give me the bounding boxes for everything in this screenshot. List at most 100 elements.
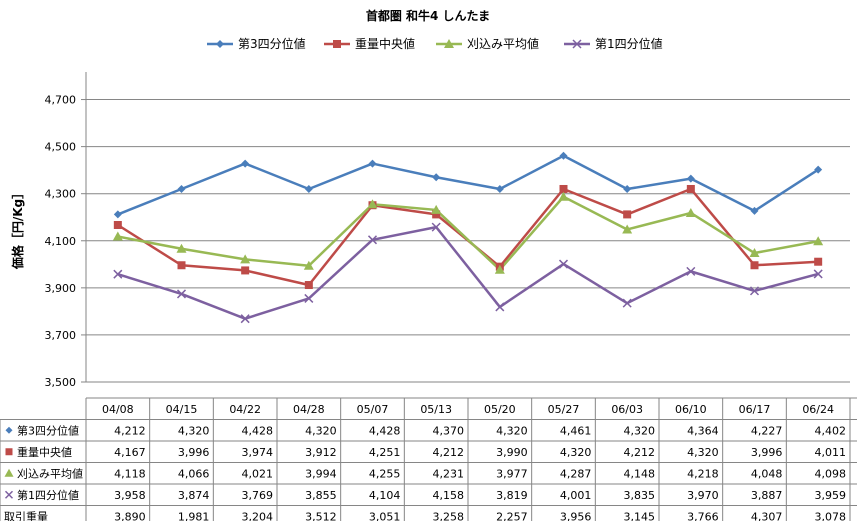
y-tick-label: 4,100	[45, 235, 77, 248]
table-cell: 3,996	[751, 446, 783, 459]
table-cell: 4,320	[305, 424, 337, 437]
data-point	[813, 269, 823, 279]
x-tick-label: 06/03	[611, 403, 643, 416]
table-cell: 3,258	[433, 510, 465, 521]
data-point	[685, 207, 696, 217]
table-cell: 4,212	[624, 446, 656, 459]
legend: 第3四分位値 重量中央値 刈込み平均値 第1四分位値	[207, 36, 663, 51]
table-cell: 4,320	[178, 424, 210, 437]
data-point	[113, 210, 122, 219]
data-point	[304, 293, 314, 303]
y-tick-label: 3,900	[45, 282, 77, 295]
legend-label: 第3四分位値	[238, 36, 306, 51]
table-cell: 4,167	[114, 446, 146, 459]
data-point	[622, 224, 633, 234]
table-cell: 4,428	[369, 424, 401, 437]
data-point	[177, 261, 186, 270]
table-cell: 3,769	[242, 489, 274, 502]
y-tick-label: 4,700	[45, 94, 77, 107]
table-cell: 4,428	[242, 424, 274, 437]
table-cell: 3,990	[496, 446, 528, 459]
legend-marker	[444, 39, 454, 48]
table-cell: 4,011	[815, 446, 847, 459]
data-point	[176, 243, 187, 253]
y-tick-label: 3,700	[45, 329, 77, 342]
table-cell: 4,231	[433, 467, 465, 480]
table-cell: 4,402	[815, 424, 847, 437]
table-cell: 4,021	[242, 467, 274, 480]
table-cell: 3,512	[305, 510, 337, 521]
table-cell: 4,227	[751, 424, 783, 437]
data-point	[559, 184, 568, 193]
y-tick-label: 4,500	[45, 141, 77, 154]
data-point	[495, 184, 504, 193]
table-cell: 3,855	[305, 489, 337, 502]
table-row-label: 取引重量	[4, 509, 48, 521]
series-line-3	[117, 195, 819, 271]
table-cell: 3,819	[496, 489, 528, 502]
table-cell: 3,958	[114, 489, 146, 502]
table-cell: 3,887	[751, 489, 783, 502]
data-point	[113, 269, 123, 279]
data-point	[112, 231, 123, 241]
x-tick-label: 04/08	[102, 403, 134, 416]
data-point	[814, 257, 823, 266]
data-point	[367, 199, 378, 209]
data-point	[813, 236, 824, 246]
data-point	[177, 184, 186, 193]
data-point	[240, 314, 250, 324]
table-legend-marker	[4, 490, 14, 499]
table-cell: 3,051	[369, 510, 401, 521]
data-point	[558, 259, 569, 269]
table-legend-marker	[5, 448, 13, 456]
table-cell: 4,048	[751, 467, 783, 480]
series-line-4	[117, 225, 819, 320]
data-point	[240, 254, 251, 264]
table-cell: 4,320	[496, 424, 528, 437]
data-point	[623, 210, 632, 219]
table-cell: 4,287	[560, 467, 592, 480]
table-cell: 4,370	[433, 424, 465, 437]
data-point	[431, 222, 441, 232]
x-tick-label: 05/07	[357, 403, 389, 416]
y-axis-label: 価格［円/Kg］	[10, 187, 25, 270]
table-row-label: 刈込み平均値	[17, 467, 83, 480]
legend-marker	[333, 40, 341, 48]
x-tick-label: 04/15	[166, 403, 198, 416]
data-point	[814, 165, 823, 174]
legend-marker	[572, 39, 582, 49]
x-tick-label: 06/24	[802, 403, 834, 416]
x-tick-label: 05/20	[484, 403, 516, 416]
table-legend-marker	[4, 468, 14, 477]
data-point	[750, 206, 759, 215]
x-tick-label: 06/10	[675, 403, 707, 416]
table-cell: 4,364	[687, 424, 719, 437]
legend-label: 第1四分位値	[595, 36, 663, 51]
data-point	[559, 151, 568, 160]
table-cell: 4,001	[560, 489, 592, 502]
x-tick-label: 06/17	[739, 403, 771, 416]
table-cell: 4,461	[560, 424, 592, 437]
table-row-label: 第1四分位値	[17, 488, 79, 502]
data-point	[749, 248, 760, 258]
data-point	[303, 260, 314, 270]
table-cell: 3,145	[624, 510, 656, 521]
table-cell: 4,307	[751, 510, 783, 521]
table-cell: 4,320	[687, 446, 719, 459]
data-point	[558, 191, 569, 201]
table-cell: 4,158	[433, 489, 465, 502]
data-point	[686, 266, 696, 276]
table-cell: 3,766	[687, 510, 719, 521]
data-point	[241, 159, 250, 168]
table-cell: 3,996	[178, 446, 210, 459]
table-cell: 4,118	[114, 467, 146, 480]
table-cell: 4,212	[114, 424, 146, 437]
data-point	[494, 264, 505, 274]
data-point	[749, 286, 760, 296]
chart-title: 首都圏 和牛4 しんたま	[366, 8, 490, 23]
table-cell: 4,320	[560, 446, 592, 459]
x-tick-label: 04/22	[229, 403, 261, 416]
series-markers	[112, 151, 824, 324]
table-cell: 4,320	[624, 424, 656, 437]
data-point	[241, 266, 250, 275]
